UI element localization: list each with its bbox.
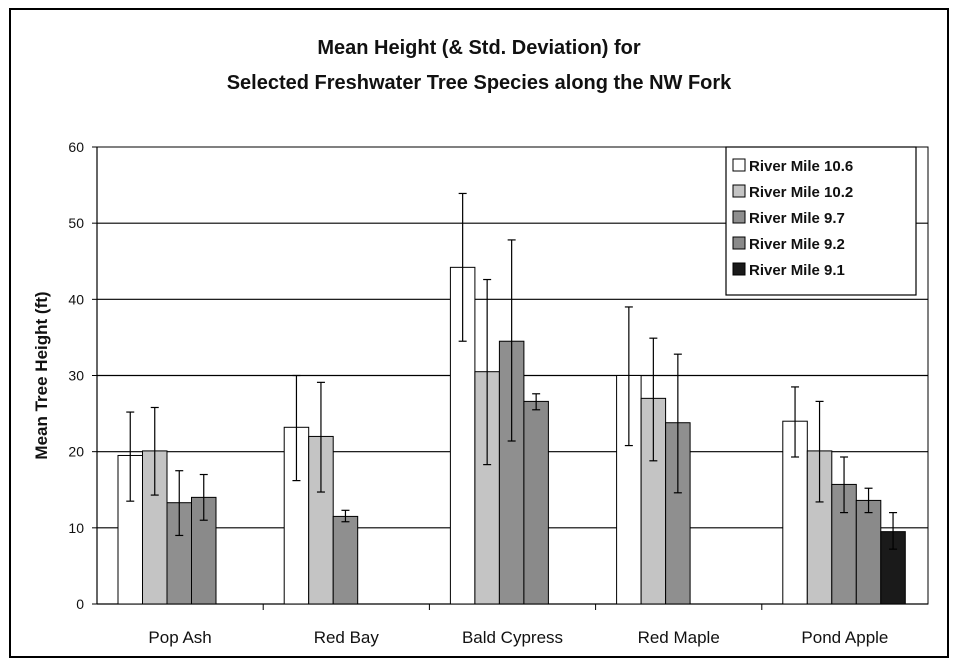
legend-swatch bbox=[732, 262, 746, 276]
x-category-label: Red Maple bbox=[638, 628, 720, 647]
legend-swatch bbox=[732, 236, 746, 250]
legend-label: River Mile 9.2 bbox=[749, 236, 845, 253]
y-tick-label: 20 bbox=[68, 444, 84, 460]
x-category-label: Pop Ash bbox=[148, 628, 211, 647]
bar bbox=[523, 400, 549, 605]
y-tick-label: 0 bbox=[76, 596, 84, 612]
chart-title: Mean Height (& Std. Deviation) for bbox=[317, 37, 641, 59]
legend-swatch bbox=[732, 184, 746, 198]
legend-label: River Mile 9.7 bbox=[749, 210, 845, 227]
x-category-label: Bald Cypress bbox=[462, 628, 563, 647]
legend-swatch bbox=[732, 158, 746, 172]
y-axis-label: Mean Tree Height (ft) bbox=[32, 291, 51, 459]
legend-label: River Mile 10.6 bbox=[749, 158, 853, 175]
y-tick-label: 30 bbox=[68, 368, 84, 384]
y-tick-label: 10 bbox=[68, 520, 84, 536]
y-tick-label: 60 bbox=[68, 139, 84, 155]
y-tick-label: 40 bbox=[68, 291, 84, 307]
legend-swatch bbox=[732, 210, 746, 224]
chart-subtitle: Selected Freshwater Tree Species along t… bbox=[226, 72, 732, 94]
x-category-label: Red Bay bbox=[314, 628, 380, 647]
y-tick-label: 50 bbox=[68, 215, 84, 231]
x-category-label: Pond Apple bbox=[801, 628, 888, 647]
legend-box bbox=[725, 146, 917, 296]
bar bbox=[332, 515, 359, 605]
bar bbox=[855, 499, 882, 605]
legend-label: River Mile 9.1 bbox=[749, 262, 845, 279]
legend-label: River Mile 10.2 bbox=[749, 184, 853, 201]
